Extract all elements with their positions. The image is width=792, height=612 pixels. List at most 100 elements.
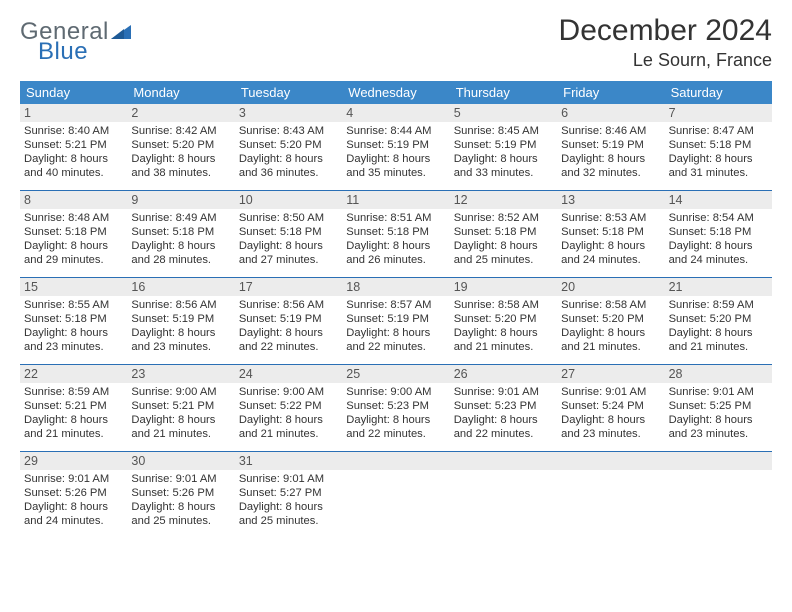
dow-saturday: Saturday	[665, 81, 772, 104]
sunset-line: Sunset: 5:21 PM	[131, 399, 230, 413]
sunset-line: Sunset: 5:18 PM	[239, 225, 338, 239]
daylight-line: Daylight: 8 hours	[239, 500, 338, 514]
day-number-bar: 20	[557, 278, 664, 296]
sunrise-line: Sunrise: 8:57 AM	[346, 298, 445, 312]
day-number: 7	[669, 106, 768, 120]
daylight-line: Daylight: 8 hours	[24, 152, 123, 166]
sunrise-line: Sunrise: 9:01 AM	[131, 472, 230, 486]
day-number: 29	[24, 454, 123, 468]
daylight-line: and 25 minutes.	[239, 514, 338, 528]
dow-thursday: Thursday	[450, 81, 557, 104]
day-number: 11	[346, 193, 445, 207]
day-number: 4	[346, 106, 445, 120]
daylight-line: Daylight: 8 hours	[131, 413, 230, 427]
sunset-line: Sunset: 5:25 PM	[669, 399, 768, 413]
daylight-line: and 22 minutes.	[454, 427, 553, 441]
week-row: 22Sunrise: 8:59 AMSunset: 5:21 PMDayligh…	[20, 365, 772, 452]
sunrise-line: Sunrise: 8:59 AM	[24, 385, 123, 399]
day-number-bar: 18	[342, 278, 449, 296]
day-cell: 7Sunrise: 8:47 AMSunset: 5:18 PMDaylight…	[665, 104, 772, 190]
sunset-line: Sunset: 5:18 PM	[24, 225, 123, 239]
daylight-line: and 23 minutes.	[669, 427, 768, 441]
day-cell: 8Sunrise: 8:48 AMSunset: 5:18 PMDaylight…	[20, 191, 127, 277]
day-number-bar: 2	[127, 104, 234, 122]
sunset-line: Sunset: 5:20 PM	[454, 312, 553, 326]
daylight-line: and 29 minutes.	[24, 253, 123, 267]
day-number: 17	[239, 280, 338, 294]
daylight-line: Daylight: 8 hours	[454, 152, 553, 166]
daylight-line: and 23 minutes.	[561, 427, 660, 441]
daylight-line: Daylight: 8 hours	[24, 500, 123, 514]
sunrise-line: Sunrise: 8:50 AM	[239, 211, 338, 225]
sunset-line: Sunset: 5:18 PM	[561, 225, 660, 239]
day-number-bar: 31	[235, 452, 342, 470]
sunrise-line: Sunrise: 8:58 AM	[454, 298, 553, 312]
page-subtitle: Le Sourn, France	[559, 50, 772, 71]
day-cell: 13 Sunrise: 8:53 AMSunset: 5:18 PMDayligh…	[557, 191, 664, 277]
day-cell: 30Sunrise: 9:01 AMSunset: 5:26 PMDayligh…	[127, 452, 234, 538]
sunset-line: Sunset: 5:19 PM	[454, 138, 553, 152]
day-number-bar: 7	[665, 104, 772, 122]
day-cell: 29 Sunrise: 9:01 AMSunset: 5:26 PMDayligh…	[20, 452, 127, 538]
daylight-line: Daylight: 8 hours	[669, 239, 768, 253]
day-number: 15	[24, 280, 123, 294]
day-cell-empty	[450, 452, 557, 538]
day-number-bar: 13	[557, 191, 664, 209]
daylight-line: and 31 minutes.	[669, 166, 768, 180]
week-row: 8Sunrise: 8:48 AMSunset: 5:18 PMDaylight…	[20, 191, 772, 278]
daylight-line: and 23 minutes.	[24, 340, 123, 354]
sunrise-line: Sunrise: 9:01 AM	[24, 472, 123, 486]
sunset-line: Sunset: 5:20 PM	[561, 312, 660, 326]
dow-wednesday: Wednesday	[342, 81, 449, 104]
day-cell: 22Sunrise: 8:59 AMSunset: 5:21 PMDayligh…	[20, 365, 127, 451]
daylight-line: Daylight: 8 hours	[239, 413, 338, 427]
dow-friday: Friday	[557, 81, 664, 104]
sunset-line: Sunset: 5:21 PM	[24, 138, 123, 152]
sunrise-line: Sunrise: 8:46 AM	[561, 124, 660, 138]
calendar-page: General Blue December 2024 Le Sourn, Fra…	[0, 0, 792, 548]
day-cell: 12Sunrise: 8:52 AMSunset: 5:18 PMDayligh…	[450, 191, 557, 277]
day-number: 13	[561, 193, 660, 207]
sunrise-line: Sunrise: 8:45 AM	[454, 124, 553, 138]
daylight-line: and 25 minutes.	[131, 514, 230, 528]
day-number-bar: 8	[20, 191, 127, 209]
day-number-bar: 27	[557, 365, 664, 383]
day-number-bar: 1	[20, 104, 127, 122]
daylight-line: and 21 minutes.	[239, 427, 338, 441]
sunset-line: Sunset: 5:23 PM	[346, 399, 445, 413]
week-row: 29Sunrise: 9:01 AMSunset: 5:26 PMDayligh…	[20, 452, 772, 538]
daylight-line: and 21 minutes.	[131, 427, 230, 441]
daylight-line: Daylight: 8 hours	[561, 239, 660, 253]
day-number: 5	[454, 106, 553, 120]
sunset-line: Sunset: 5:26 PM	[24, 486, 123, 500]
sunrise-line: Sunrise: 8:53 AM	[561, 211, 660, 225]
page-title: December 2024	[559, 14, 772, 48]
sunrise-line: Sunrise: 8:52 AM	[454, 211, 553, 225]
day-cell: 1Sunrise: 8:40 AMSunset: 5:21 PMDaylight…	[20, 104, 127, 190]
sunset-line: Sunset: 5:19 PM	[346, 312, 445, 326]
day-number-bar: 6	[557, 104, 664, 122]
day-number	[454, 454, 553, 468]
day-number: 27	[561, 367, 660, 381]
day-cell: 19Sunrise: 8:58 AMSunset: 5:20 PMDayligh…	[450, 278, 557, 364]
sunset-line: Sunset: 5:24 PM	[561, 399, 660, 413]
sunset-line: Sunset: 5:19 PM	[239, 312, 338, 326]
day-cell: 11Sunrise: 8:51 AMSunset: 5:18 PMDayligh…	[342, 191, 449, 277]
daylight-line: Daylight: 8 hours	[131, 239, 230, 253]
sunrise-line: Sunrise: 9:01 AM	[239, 472, 338, 486]
day-cell-empty	[665, 452, 772, 538]
sunset-line: Sunset: 5:21 PM	[24, 399, 123, 413]
day-number: 30	[131, 454, 230, 468]
sunrise-line: Sunrise: 8:43 AM	[239, 124, 338, 138]
daylight-line: Daylight: 8 hours	[454, 413, 553, 427]
sunrise-line: Sunrise: 8:56 AM	[239, 298, 338, 312]
day-number-bar: 9	[127, 191, 234, 209]
daylight-line: Daylight: 8 hours	[346, 413, 445, 427]
day-cell: 2Sunrise: 8:42 AMSunset: 5:20 PMDaylight…	[127, 104, 234, 190]
day-cell: 3Sunrise: 8:43 AMSunset: 5:20 PMDaylight…	[235, 104, 342, 190]
sunrise-line: Sunrise: 8:54 AM	[669, 211, 768, 225]
sunset-line: Sunset: 5:26 PM	[131, 486, 230, 500]
day-number	[561, 454, 660, 468]
daylight-line: and 28 minutes.	[131, 253, 230, 267]
day-number-bar: 4	[342, 104, 449, 122]
